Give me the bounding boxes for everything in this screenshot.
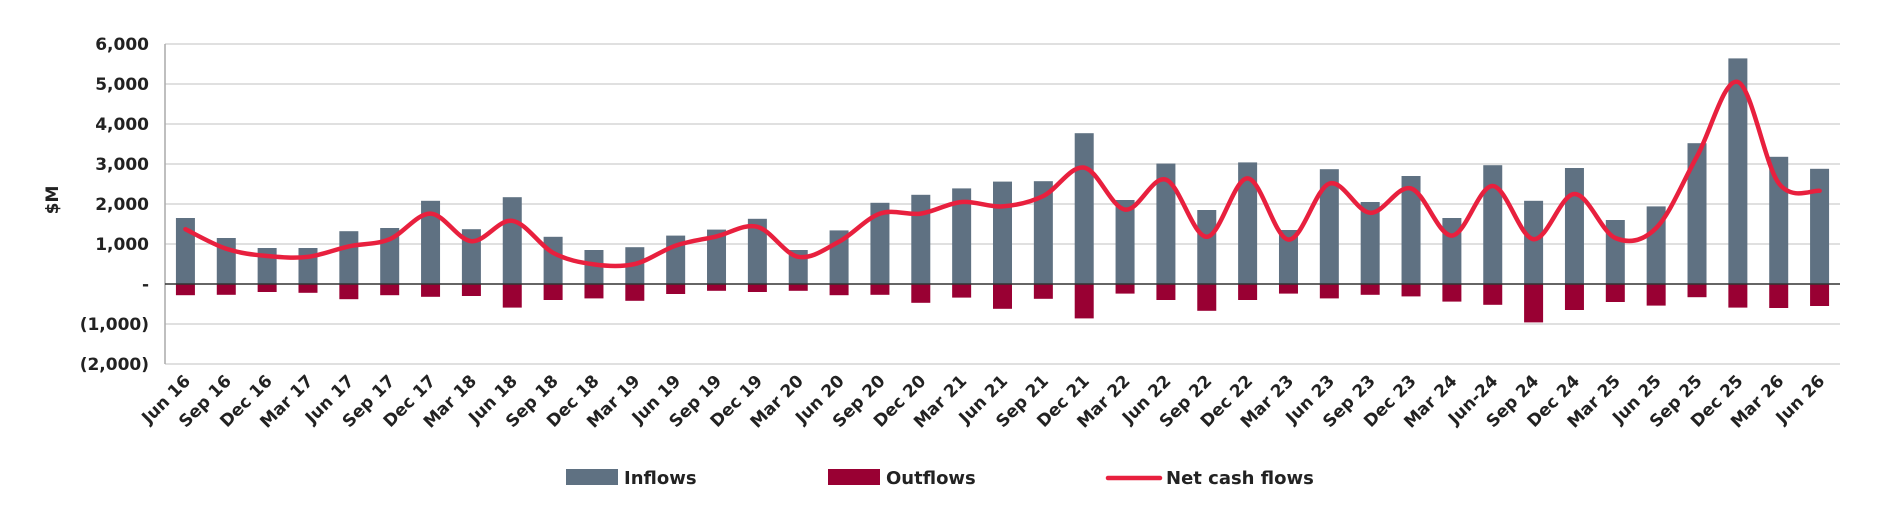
y-tick-label: (2,000)	[80, 355, 149, 375]
outflow-bar	[870, 284, 890, 295]
outflow-bar	[1687, 284, 1707, 298]
outflow-bar	[1156, 284, 1176, 300]
inflow-bar	[1360, 202, 1380, 284]
outflow-bar	[625, 284, 645, 301]
outflow-bar	[1319, 284, 1339, 299]
inflow-bar	[1442, 218, 1462, 284]
y-tick-label: 3,000	[95, 155, 149, 175]
legend-label-inflows: Inflows	[624, 468, 697, 489]
inflow-bar	[1156, 163, 1176, 284]
inflow-bar	[1115, 200, 1135, 284]
outflow-bar	[175, 284, 195, 296]
outflow-bar	[1810, 284, 1830, 306]
inflow-bar	[911, 194, 931, 284]
outflow-bar	[1074, 284, 1094, 319]
outflow-bar	[502, 284, 522, 308]
inflow-bar	[1687, 143, 1707, 284]
outflow-bar	[829, 284, 849, 296]
inflow-bar	[1033, 181, 1053, 284]
legend-swatch-outflows	[828, 469, 880, 485]
outflow-bar	[216, 284, 236, 295]
inflow-bar	[1810, 168, 1830, 284]
outflow-bar	[1238, 284, 1258, 300]
inflow-bar	[747, 218, 767, 284]
net-cash-flow-line	[183, 79, 1822, 269]
inflow-bar	[584, 250, 604, 284]
outflow-bar	[1033, 284, 1053, 299]
y-tick-label: 6,000	[95, 35, 149, 55]
outflow-bar	[339, 284, 359, 300]
legend: Inflows Outflows Net cash flows	[566, 468, 1314, 489]
outflow-bar	[1564, 284, 1584, 310]
inflow-bar	[339, 231, 359, 284]
outflow-bar	[707, 284, 727, 291]
inflow-bar	[1197, 210, 1217, 284]
y-tick-label: 2,000	[95, 195, 149, 215]
net-cash-flow-line-layer	[183, 79, 1822, 269]
inflow-bar	[952, 188, 972, 284]
inflow-bar	[1074, 133, 1094, 284]
outflow-bar	[1197, 284, 1217, 311]
outflow-bar	[257, 284, 277, 292]
outflow-bar	[1360, 284, 1380, 295]
legend-swatch-inflows	[566, 469, 618, 485]
bars	[165, 58, 1840, 323]
outflow-bar	[461, 284, 481, 296]
inflow-bar	[1278, 230, 1298, 284]
outflow-bar	[584, 284, 604, 299]
inflow-bar	[1319, 169, 1339, 284]
outflow-bar	[1115, 284, 1135, 294]
inflow-bar	[993, 181, 1012, 284]
outflow-bar	[1605, 284, 1625, 302]
outflow-bar	[747, 284, 767, 292]
outflow-bar	[421, 284, 441, 297]
inflow-bar	[707, 229, 727, 284]
y-axis: 6,000 5,000 4,000 3,000 2,000 1,000 - (1,000) (2…	[80, 35, 166, 375]
y-tick-label: (1,000)	[80, 315, 149, 335]
outflow-bar	[911, 284, 931, 303]
y-tick-label: 5,000	[95, 75, 149, 95]
inflow-bar	[1524, 200, 1544, 284]
outflow-bar	[543, 284, 563, 300]
outflow-bar	[1646, 284, 1666, 306]
outflow-bar	[298, 284, 318, 293]
y-axis-title: $M	[43, 186, 63, 215]
outflow-bar	[1401, 284, 1421, 297]
inflow-bar	[421, 200, 441, 284]
inflow-bar	[1564, 168, 1584, 284]
inflow-bar	[1238, 162, 1258, 284]
y-tick-label: -	[142, 275, 149, 295]
outflow-bar	[1728, 284, 1748, 308]
inflow-bar	[175, 218, 195, 284]
outflow-bar	[666, 284, 686, 294]
outflow-bar	[1442, 284, 1462, 302]
inflow-bar	[1483, 165, 1503, 284]
inflow-bar	[870, 202, 890, 284]
y-tick-label: 1,000	[95, 235, 149, 255]
outflow-bar	[380, 284, 400, 296]
inflow-bar	[543, 236, 563, 284]
outflow-bar	[993, 284, 1012, 309]
inflow-bar	[502, 197, 522, 284]
legend-label-net-cash-flows: Net cash flows	[1166, 468, 1314, 489]
y-tick-label: 4,000	[95, 115, 149, 135]
inflow-bar	[1401, 176, 1421, 284]
outflow-bar	[1483, 284, 1503, 305]
outflow-bar	[1524, 284, 1544, 323]
outflow-bar	[1769, 284, 1789, 308]
outflow-bar	[952, 284, 972, 298]
outflow-bar	[788, 284, 808, 291]
outflow-bar	[1278, 284, 1298, 294]
inflow-bar	[1728, 58, 1748, 285]
legend-label-outflows: Outflows	[886, 468, 976, 489]
